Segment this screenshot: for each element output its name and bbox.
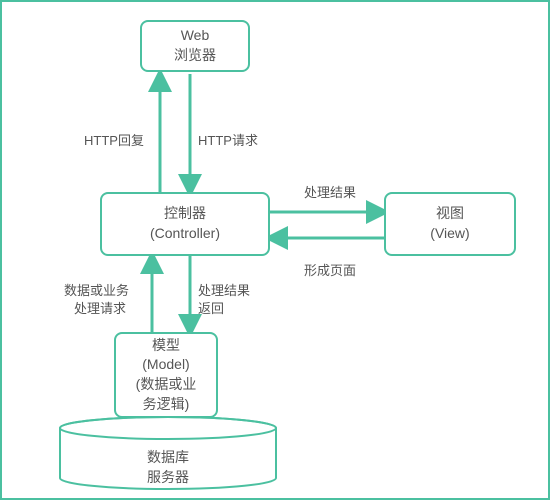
node-model-line1: 模型 (152, 336, 180, 356)
node-database-line2: 服务器 (147, 469, 189, 485)
label-page-render: 形成页面 (304, 260, 356, 279)
node-model: 模型 (Model) (数据或业 务逻辑) (114, 332, 218, 418)
node-browser: Web 浏览器 (140, 20, 250, 72)
label-http-response: HTTP回复 (84, 130, 144, 149)
node-view-line1: 视图 (436, 204, 464, 224)
node-database-line1: 数据库 (147, 449, 189, 465)
node-controller: 控制器 (Controller) (100, 192, 270, 256)
node-view-line2: (View) (430, 224, 469, 244)
node-database: 数据库 服务器 (58, 416, 278, 486)
label-result: 处理结果 (304, 182, 356, 201)
node-controller-line1: 控制器 (164, 204, 206, 224)
node-browser-line2: 浏览器 (174, 46, 216, 66)
label-http-request: HTTP请求 (198, 130, 258, 149)
label-data-req-1: 数据或业务 (64, 280, 129, 299)
node-browser-line1: Web (181, 26, 210, 46)
node-controller-line2: (Controller) (150, 224, 220, 244)
label-data-req-2: 处理请求 (74, 298, 126, 317)
label-proc-ret-1: 处理结果 (198, 280, 250, 299)
mvc-diagram: Web 浏览器 控制器 (Controller) 视图 (View) 模型 (M… (0, 0, 550, 500)
node-view: 视图 (View) (384, 192, 516, 256)
node-model-line4: 务逻辑) (143, 395, 190, 415)
node-model-line2: (Model) (142, 355, 189, 375)
node-model-line3: (数据或业 (136, 375, 197, 395)
label-proc-ret-2: 返回 (198, 298, 224, 317)
